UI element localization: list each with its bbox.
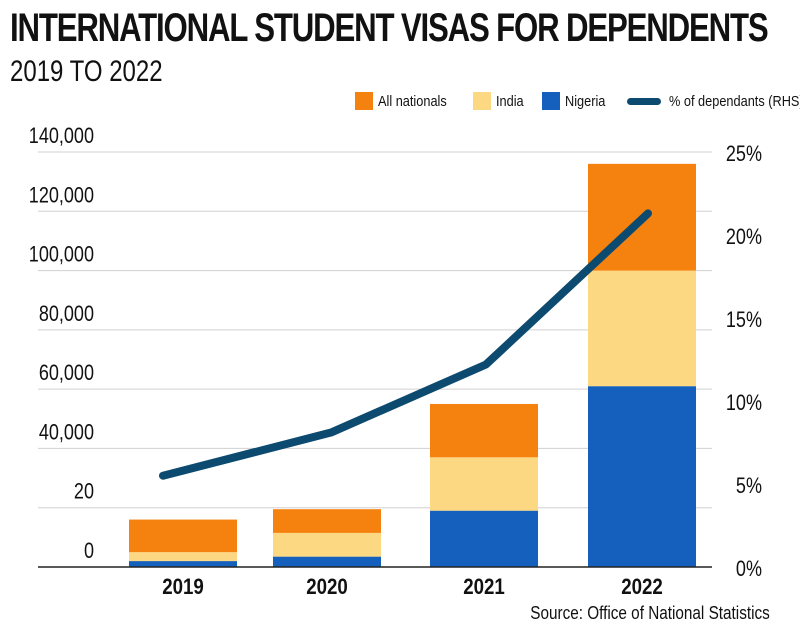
bar-nigeria xyxy=(273,556,381,567)
line-dependants xyxy=(159,209,652,480)
chart-subtitle: 2019 TO 2022 xyxy=(10,55,163,88)
y-right-tick-label: 10% xyxy=(726,391,762,415)
legend-label-all-nationals: All nationals xyxy=(378,92,447,110)
legend-line-dependants xyxy=(626,97,661,105)
legend-swatch-india xyxy=(472,92,491,110)
line-point xyxy=(647,212,649,215)
legend: All nationals India Nigeria % of dependa… xyxy=(355,90,800,112)
chart-title: INTERNATIONAL STUDENT VISAS FOR DEPENDEN… xyxy=(10,6,769,50)
legend-swatch-all-nationals xyxy=(355,92,373,110)
source-note: Source: Office of National Statistics xyxy=(530,603,770,623)
legend-label-nigeria: Nigeria xyxy=(565,92,606,110)
legend-label-dependants: % of dependants (RHS) xyxy=(668,92,800,110)
legend-label-india: India xyxy=(495,92,524,110)
x-tick-label: 2020 xyxy=(306,576,348,600)
x-tick-label: 2019 xyxy=(162,576,204,600)
bar-all-nationals xyxy=(273,509,381,533)
y-left-tick-label: 100,000 xyxy=(29,243,94,267)
bar-all-nationals xyxy=(129,519,237,553)
legend-item-nigeria: Nigeria xyxy=(542,92,613,110)
bar-india xyxy=(588,270,696,387)
y-right-tick-label: 0% xyxy=(736,557,762,581)
bar-nigeria xyxy=(588,386,696,567)
y-left-tick-label: 60,000 xyxy=(39,362,94,386)
bar-all-nationals xyxy=(430,403,538,458)
y-left-tick-label: 140,000 xyxy=(29,124,94,148)
legend-item-all-nationals: All nationals xyxy=(355,92,459,110)
bar-nigeria xyxy=(129,561,237,567)
bar-nigeria xyxy=(430,510,538,567)
legend-swatch-nigeria xyxy=(542,92,561,110)
bar-india xyxy=(129,552,237,562)
y-left-tick-label: 80,000 xyxy=(39,302,94,326)
y-left-tick-label: 20 xyxy=(74,480,94,504)
y-right-tick-label: 25% xyxy=(726,142,762,166)
x-tick-label: 2022 xyxy=(621,576,663,600)
y-right-tick-label: 5% xyxy=(736,474,762,498)
bar-india xyxy=(430,457,538,511)
line-point xyxy=(162,474,164,477)
legend-item-india: India xyxy=(472,92,529,110)
y-right-tick-label: 15% xyxy=(726,308,762,332)
y-right-tick-label: 20% xyxy=(726,225,762,249)
x-tick-label: 2021 xyxy=(463,576,505,600)
bar-india xyxy=(273,532,381,557)
y-left-tick-label: 0 xyxy=(84,539,94,563)
y-left-tick-label: 120,000 xyxy=(29,184,94,208)
legend-item-dependants: % of dependants (RHS) xyxy=(626,92,800,110)
line-point xyxy=(330,431,332,434)
y-left-tick-label: 40,000 xyxy=(39,421,94,445)
line-point xyxy=(485,363,487,366)
